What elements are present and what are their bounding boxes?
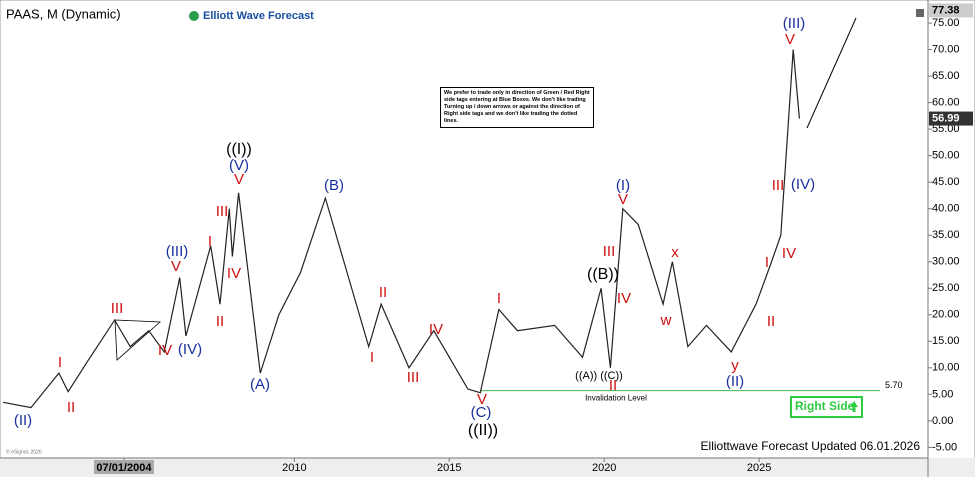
price-marker: [929, 3, 973, 18]
x-tick-label: 2025: [747, 462, 771, 474]
y-tick-label: 15.00: [932, 335, 960, 347]
wave-label: III: [407, 369, 420, 386]
wave-label: (IV): [178, 341, 202, 358]
wave-label: III: [111, 300, 124, 317]
wave-label: (V): [229, 157, 249, 174]
y-tick-label: 40.00: [932, 203, 960, 215]
up-arrow: [850, 401, 858, 412]
y-tick-label: 45.00: [932, 176, 960, 188]
wave-label: ((I)): [226, 141, 252, 158]
wave-label: V: [618, 191, 628, 208]
y-tick-label: 30.00: [932, 256, 960, 268]
note: We prefer to trade only in direction of …: [440, 87, 594, 128]
wave-label: I: [765, 254, 769, 271]
wave-label: I: [208, 233, 212, 250]
y-tick-label: 0.00: [932, 415, 953, 427]
wave-label: (III): [783, 15, 806, 32]
chart-title: PAAS, M (Dynamic): [6, 6, 121, 21]
x-tick-label: 2015: [437, 462, 461, 474]
y-tick-label: 25.00: [932, 282, 960, 294]
wave-label: (B): [324, 177, 344, 194]
wave-label: IV: [227, 265, 241, 282]
wave-label: (II): [726, 373, 744, 390]
x-axis-strip: [0, 458, 975, 477]
price-marker-label: 77.38: [932, 4, 960, 16]
y-tick-label: 35.00: [932, 229, 960, 241]
wave-label: V: [785, 31, 795, 48]
brand: Elliott Wave Forecast: [203, 10, 314, 22]
wave-label: (IV): [791, 176, 815, 193]
wave-label: V: [477, 391, 487, 408]
wave-label: II: [379, 284, 387, 301]
right-side-label: Right Side: [795, 399, 855, 413]
wave-label: II: [609, 377, 617, 394]
wave-label: w: [660, 312, 672, 329]
wave-label: V: [171, 258, 181, 275]
wave-label: (I): [616, 177, 630, 194]
wave-label: I: [497, 290, 501, 307]
y-tick-label: 75.00: [932, 17, 960, 29]
y-tick-label: 10.00: [932, 362, 960, 374]
right-side-box: [790, 396, 863, 418]
price-marker: [929, 111, 973, 126]
wave-label: II: [767, 313, 775, 330]
wave-label: IV: [617, 290, 631, 307]
wave-label: III: [603, 243, 616, 260]
copyright: © eSignal, 2026: [6, 448, 42, 455]
wave-label: (C): [471, 404, 492, 421]
wave-label: IV: [782, 245, 796, 262]
y-tick-label: 70.00: [932, 43, 960, 55]
settings-icon[interactable]: [916, 9, 924, 17]
wave-label: II: [216, 313, 224, 330]
y-tick-label: 55.00: [932, 123, 960, 135]
x-tick-label: 2010: [282, 462, 306, 474]
y-tick-label: -5.00: [932, 441, 957, 453]
invalidation-label: Invalidation Level: [585, 394, 647, 403]
wave-label: III: [216, 203, 229, 220]
wave-label: (III): [166, 243, 189, 260]
wave-label: IV: [158, 342, 172, 359]
wave-label: x: [671, 244, 679, 261]
x-tick-label: 2020: [592, 462, 616, 474]
wave-label: I: [58, 354, 62, 371]
wave-label: II: [67, 399, 75, 416]
x-tick-label: 07/01/2004: [96, 462, 152, 474]
y-tick-label: 60.00: [932, 97, 960, 109]
invalidation-value: 5.70: [885, 380, 903, 390]
wave-label: IV: [429, 321, 443, 338]
wave-label: y: [731, 357, 739, 374]
wave-label: V: [234, 171, 244, 188]
y-tick-label: 50.00: [932, 150, 960, 162]
price-marker-label: 56.99: [932, 112, 960, 124]
wave-label: ((A)) ((C)): [575, 370, 623, 382]
price-line: [2, 49, 801, 409]
y-tick-label: 20.00: [932, 309, 960, 321]
wave-label: ((II)): [468, 422, 498, 439]
wave-label: (II): [14, 412, 32, 429]
x-tick-highlight: [93, 460, 154, 474]
projection-line: [806, 17, 857, 129]
logo: [189, 11, 199, 21]
y-tick-label: 5.00: [932, 388, 953, 400]
footer: Elliottwave Forecast Updated 06.01.2026: [701, 439, 921, 453]
wave-label: I: [370, 349, 374, 366]
wave-label: ((B)): [587, 266, 619, 283]
wave-label: III: [772, 177, 785, 194]
y-tick-label: 65.00: [932, 70, 960, 82]
wave-label: (A): [250, 376, 270, 393]
triangle: [114, 319, 162, 361]
